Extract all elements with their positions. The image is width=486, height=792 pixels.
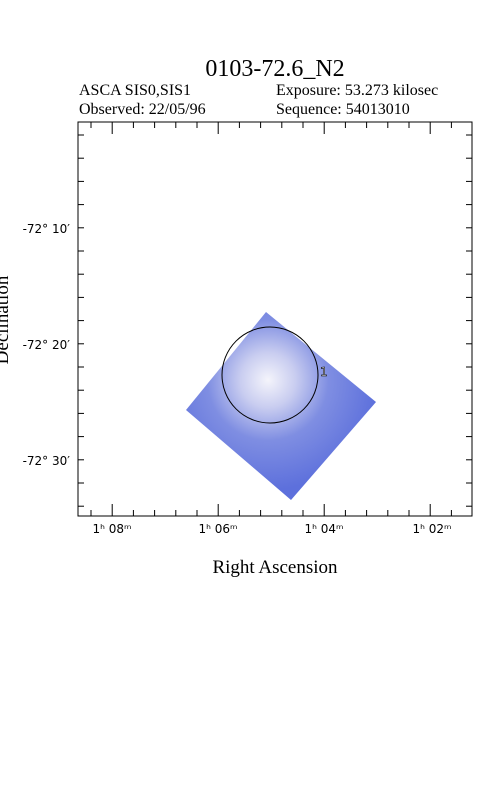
ticks	[78, 122, 472, 516]
x-tick-label: 1ʰ 02ᵐ	[412, 522, 451, 536]
y-tick-label: -72° 10′	[23, 222, 71, 236]
source-region	[221, 326, 319, 424]
x-tick-label: 1ʰ 06ᵐ	[198, 522, 237, 536]
x-axis-label: Right Ascension	[212, 557, 338, 578]
observed: Observed: 22/05/96	[79, 101, 206, 118]
y-tick-label: -72° 30′	[23, 454, 71, 468]
sequence: Sequence: 54013010	[276, 101, 410, 118]
y-tick-label: -72° 20′	[23, 338, 71, 352]
x-tick-label: 1ʰ 08ᵐ	[92, 522, 131, 536]
region-label: 1	[320, 365, 328, 379]
title: 0103-72.6_N2	[205, 56, 344, 82]
exposure: Exposure: 53.273 kilosec	[276, 82, 438, 99]
instrument: ASCA SIS0,SIS1	[79, 82, 191, 99]
plot-frame	[77, 121, 473, 517]
image	[186, 312, 376, 500]
x-tick-label: 1ʰ 04ᵐ	[304, 522, 343, 536]
y-axis-label: Declination	[0, 275, 13, 364]
